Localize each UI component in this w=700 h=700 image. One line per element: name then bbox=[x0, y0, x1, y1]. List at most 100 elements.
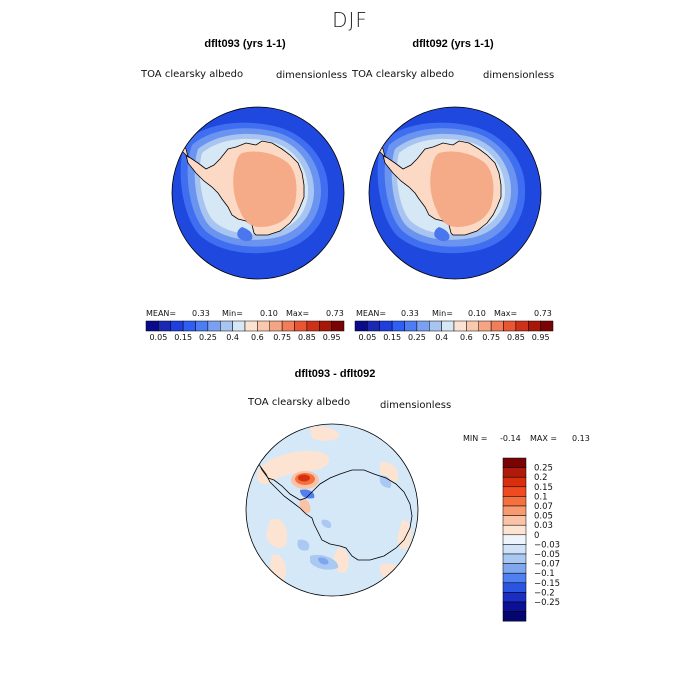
panel-1-mean-value: 0.33 bbox=[192, 309, 210, 318]
panel-2-colorbar-tick-label: 0.25 bbox=[408, 333, 426, 342]
difference-legend-label: 0.25 bbox=[534, 464, 553, 474]
panel-2-colorbar-swatch bbox=[416, 320, 430, 332]
panel-2-colorbar-swatch bbox=[391, 320, 405, 332]
panel-1-colorbar-swatch bbox=[269, 320, 283, 332]
panel-2-colorbar-swatch bbox=[379, 320, 393, 332]
difference-legend-label: 0 bbox=[534, 531, 539, 541]
panel-1-colorbar-swatch bbox=[170, 320, 184, 332]
panel-2-colorbar-swatch bbox=[466, 320, 479, 332]
panel-2-title: dflt092 (yrs 1-1) bbox=[412, 38, 494, 50]
panel-1-colorbar-tick-label: 0.25 bbox=[199, 333, 217, 342]
difference-legend-swatch bbox=[502, 524, 527, 536]
panel-2-colorbar-tick-label: 0.95 bbox=[532, 333, 550, 342]
difference-legend-label: −0.05 bbox=[534, 550, 560, 560]
panel-2-mean-value: 0.33 bbox=[401, 309, 419, 318]
panel-1-colorbar-tick-label: 0.95 bbox=[323, 333, 341, 342]
difference-min-label: MIN = bbox=[463, 434, 488, 443]
panel-2-colorbar-swatch bbox=[441, 320, 455, 332]
panel-1-colorbar-swatch bbox=[182, 320, 196, 332]
difference-legend-swatch bbox=[502, 563, 527, 574]
panel-1-map bbox=[172, 107, 344, 279]
panel-2-max-label: Max= bbox=[494, 309, 518, 318]
difference-legend-swatch bbox=[502, 572, 527, 584]
difference-legend-swatch bbox=[502, 467, 527, 478]
difference-legend-swatch bbox=[502, 582, 527, 593]
panel-1-colorbar-swatch bbox=[158, 320, 171, 332]
panel-1-colorbar-swatch bbox=[145, 320, 159, 332]
difference-legend-swatch bbox=[502, 601, 527, 612]
difference-legend-label: −0.1 bbox=[534, 569, 555, 579]
difference-legend-swatch bbox=[502, 611, 527, 622]
panel-1-colorbar-swatch bbox=[244, 320, 258, 332]
difference-legend-swatch bbox=[502, 592, 527, 603]
panel-2-colorbar-swatch bbox=[404, 320, 418, 332]
panel-1-min-label: Min= bbox=[222, 309, 243, 318]
panel-1-colorbar-swatch bbox=[331, 320, 345, 332]
panel-1-colorbar: 0.05 0.15 0.25 0.4 0.6 0.75 0.85 0.95 bbox=[145, 320, 345, 342]
panel-2-colorbar-swatch bbox=[354, 320, 368, 332]
panel-2-colorbar-swatch bbox=[429, 320, 442, 332]
panel-2-colorbar-swatch bbox=[540, 320, 554, 332]
panel-1-colorbar-swatch bbox=[294, 320, 308, 332]
panel-1-colorbar-swatch bbox=[257, 320, 270, 332]
panel-1-colorbar-swatch bbox=[220, 320, 233, 332]
panel-2-colorbar-tick-label: 0.75 bbox=[482, 333, 500, 342]
panel-2-max-value: 0.73 bbox=[534, 309, 552, 318]
panel-2-variable: TOA clearsky albedo bbox=[352, 69, 455, 80]
difference-legend-swatch bbox=[502, 496, 527, 507]
difference-legend-label: −0.2 bbox=[534, 588, 555, 598]
panel-2-colorbar-swatch bbox=[478, 320, 492, 332]
difference-legend-label: −0.07 bbox=[534, 560, 560, 570]
difference-legend-label: −0.15 bbox=[534, 579, 560, 589]
difference-legend-label: 0.1 bbox=[534, 492, 548, 502]
panel-1-colorbar-swatch bbox=[306, 320, 320, 332]
difference-legend-label: 0.2 bbox=[534, 473, 548, 483]
panel-2-colorbar-tick-label: 0.85 bbox=[507, 333, 525, 342]
panel-2-colorbar-tick-label: 0.05 bbox=[358, 333, 376, 342]
panel-2-colorbar-tick-label: 0.15 bbox=[383, 333, 401, 342]
difference-legend-swatch bbox=[502, 505, 527, 516]
difference-min-value: -0.14 bbox=[500, 434, 521, 443]
panel-2-colorbar: 0.05 0.15 0.25 0.4 0.6 0.75 0.85 0.95 bbox=[354, 320, 554, 342]
panel-1-min-value: 0.10 bbox=[260, 309, 278, 318]
panel-2-colorbar-swatch bbox=[528, 320, 541, 332]
panel-1-colorbar-tick-label: 0.05 bbox=[149, 333, 167, 342]
panel-2-colorbar-tick-label: 0.6 bbox=[460, 333, 473, 342]
difference-legend-swatch bbox=[502, 553, 527, 564]
difference-legend-label: −0.03 bbox=[534, 540, 560, 550]
panel-1-title: dflt093 (yrs 1-1) bbox=[204, 38, 286, 50]
panel-1-max-label: Max= bbox=[286, 309, 310, 318]
panel-1-map-border bbox=[171, 106, 345, 280]
difference-legend-label: 0.05 bbox=[534, 512, 553, 522]
difference-map bbox=[246, 424, 418, 596]
panel-1-colorbar-swatch bbox=[319, 320, 332, 332]
panel-2-colorbar-swatch bbox=[367, 320, 380, 332]
difference-legend: 0.250.20.150.10.070.050.030−0.03−0.05−0.… bbox=[502, 457, 560, 622]
panel-1-colorbar-tick-label: 0.75 bbox=[273, 333, 291, 342]
panel-2-map bbox=[369, 107, 541, 279]
difference-legend-swatch bbox=[502, 534, 527, 545]
panel-2-mean-label: MEAN= bbox=[356, 309, 387, 318]
difference-legend-label: 0.03 bbox=[534, 521, 553, 531]
difference-legend-swatch bbox=[502, 515, 527, 526]
difference-legend-swatch bbox=[502, 476, 527, 488]
difference-legend-label: −0.25 bbox=[534, 598, 560, 608]
panel-2-colorbar-tick-label: 0.4 bbox=[435, 333, 448, 342]
panel-2-min-label: Min= bbox=[432, 309, 453, 318]
panel-2-colorbar-swatch bbox=[503, 320, 517, 332]
panel-2-colorbar-swatch bbox=[490, 320, 504, 332]
difference-legend-swatch bbox=[502, 486, 527, 497]
panel-1-colorbar-swatch bbox=[281, 320, 295, 332]
difference-legend-swatch bbox=[502, 457, 527, 468]
panel-1-units: dimensionless bbox=[276, 70, 348, 81]
difference-variable: TOA clearsky albedo bbox=[248, 397, 351, 408]
panel-2-colorbar-swatch bbox=[515, 320, 529, 332]
panel-1-colorbar-swatch bbox=[195, 320, 209, 332]
panel-2-map-border bbox=[368, 106, 542, 280]
panel-2-min-value: 0.10 bbox=[468, 309, 486, 318]
difference-max-value: 0.13 bbox=[572, 434, 590, 443]
panel-1-variable: TOA clearsky albedo bbox=[141, 69, 244, 80]
difference-legend-label: 0.07 bbox=[534, 502, 553, 512]
difference-legend-label: 0.15 bbox=[534, 483, 553, 493]
